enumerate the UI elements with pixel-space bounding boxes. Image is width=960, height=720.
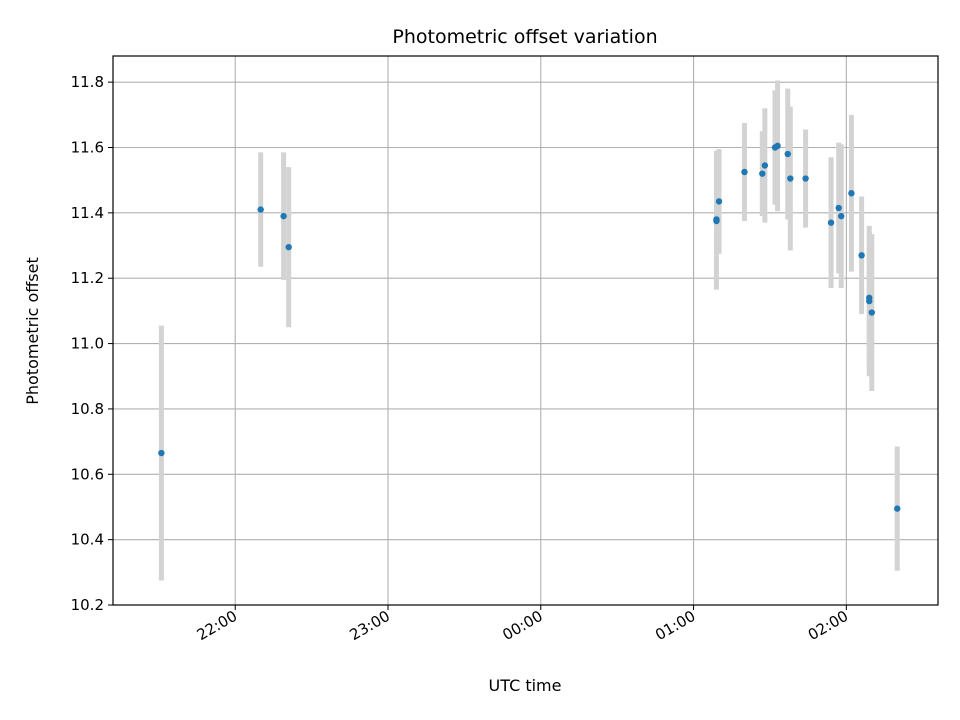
- y-axis-ticks: 10.2 10.4 10.6 10.8 11.0 11.2 11.4 11.6 11.8: [71, 73, 113, 614]
- data-point: [761, 162, 769, 169]
- gridlines: [113, 56, 938, 606]
- data-point: [257, 206, 264, 213]
- data-point: [285, 243, 292, 251]
- data-point: [784, 150, 791, 158]
- y-tick-label: 11.0: [71, 335, 104, 353]
- y-tick-label: 11.2: [71, 269, 104, 287]
- plot-frame: [112, 55, 939, 606]
- data-point: [848, 190, 855, 197]
- data-point: [858, 252, 865, 259]
- y-tick-label: 10.8: [71, 400, 104, 418]
- data-point: [802, 175, 809, 182]
- plot-area: [113, 56, 938, 605]
- data-point: [787, 175, 794, 182]
- y-tick-label: 10.4: [71, 531, 104, 549]
- y-tick-label: 10.6: [71, 465, 104, 483]
- data-point: [715, 198, 723, 205]
- data-point: [835, 204, 842, 212]
- y-tick-label: 11.4: [71, 204, 104, 222]
- data-point: [894, 505, 901, 512]
- y-axis-label: Photometric offset: [23, 257, 42, 405]
- data-point: [158, 449, 165, 457]
- data-point: [741, 168, 748, 176]
- data-point: [868, 309, 875, 316]
- data-points: [158, 142, 901, 512]
- y-tick-label: 11.8: [71, 73, 104, 91]
- data-point: [280, 212, 287, 220]
- data-point: [827, 219, 835, 226]
- y-tick-label: 10.2: [71, 596, 104, 614]
- data-point: [866, 294, 873, 302]
- data-point: [838, 212, 845, 220]
- data-point: [774, 142, 781, 150]
- x-axis-label: UTC time: [489, 676, 562, 695]
- data-point: [713, 216, 720, 223]
- y-tick-label: 11.6: [71, 139, 104, 157]
- chart-title: Photometric offset variation: [392, 26, 657, 48]
- data-point: [759, 170, 766, 177]
